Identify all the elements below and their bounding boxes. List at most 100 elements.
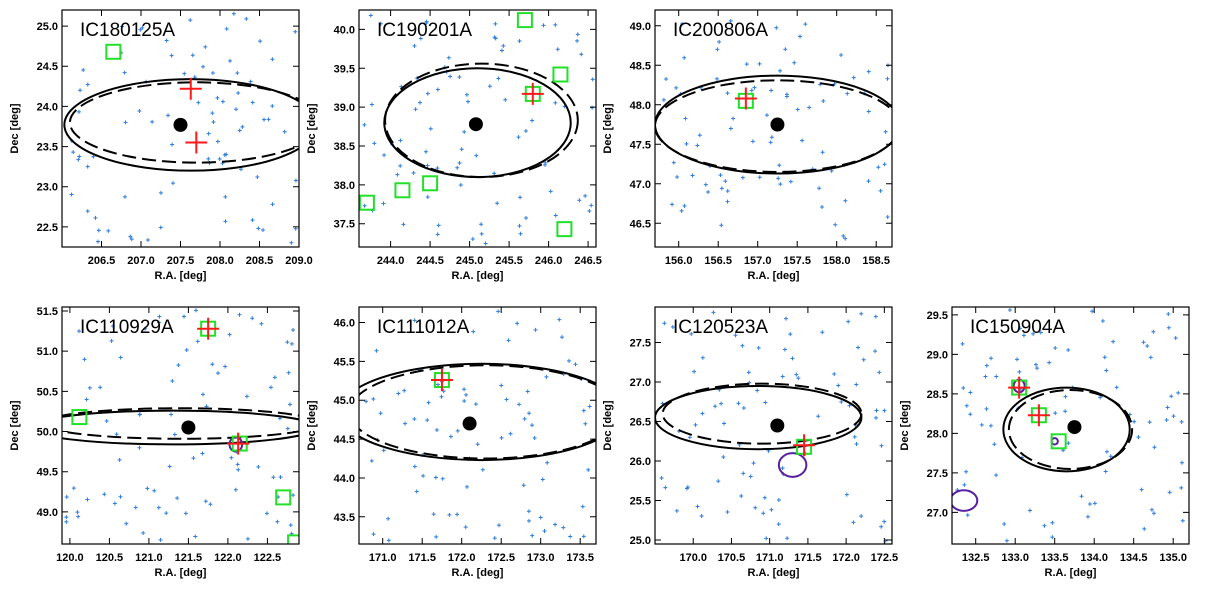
background-source bbox=[1139, 487, 1144, 492]
background-source bbox=[764, 536, 769, 541]
contour-solid bbox=[359, 362, 596, 462]
background-source bbox=[455, 512, 460, 517]
background-source bbox=[841, 234, 846, 239]
background-source bbox=[568, 534, 573, 539]
y-tick-label: 25.0 bbox=[630, 535, 651, 547]
plot-frame bbox=[358, 306, 597, 545]
background-source bbox=[553, 100, 558, 105]
background-source bbox=[684, 141, 689, 146]
background-source bbox=[85, 209, 90, 214]
background-source bbox=[693, 422, 698, 427]
background-source bbox=[210, 111, 215, 116]
background-source bbox=[731, 116, 736, 121]
background-source bbox=[532, 436, 537, 441]
background-source bbox=[523, 129, 528, 134]
background-source bbox=[962, 482, 967, 487]
catalog-square bbox=[552, 66, 569, 83]
panel-IC150904A: IC150904A 132.5 133.0 133.5 134.0 134.5 135.0 2… bbox=[899, 306, 1190, 579]
background-source bbox=[1148, 355, 1153, 360]
contour-solid bbox=[655, 74, 892, 175]
background-source bbox=[821, 98, 826, 103]
background-source bbox=[984, 406, 989, 411]
background-source bbox=[961, 386, 966, 391]
background-source bbox=[783, 47, 788, 52]
y-tick-label: 22.5 bbox=[37, 222, 58, 234]
background-source bbox=[271, 475, 276, 480]
background-source bbox=[683, 116, 688, 121]
background-source bbox=[496, 309, 501, 314]
x-tick-label: 121.5 bbox=[175, 552, 203, 564]
background-source bbox=[208, 502, 213, 507]
x-axis-label: R.A. [deg] bbox=[452, 270, 504, 282]
background-source bbox=[1053, 411, 1058, 416]
background-source bbox=[287, 402, 292, 407]
background-source bbox=[413, 107, 418, 112]
x-tick-label: 173.5 bbox=[566, 552, 594, 564]
contour-dashed bbox=[62, 407, 299, 440]
background-source bbox=[369, 102, 374, 107]
background-source bbox=[589, 203, 594, 208]
background-source bbox=[769, 507, 774, 512]
background-source bbox=[501, 43, 506, 48]
background-source bbox=[792, 60, 797, 65]
background-source bbox=[158, 537, 163, 542]
background-source bbox=[575, 32, 580, 37]
background-source bbox=[728, 126, 733, 131]
y-tick-label: 28.5 bbox=[927, 389, 948, 401]
background-source bbox=[833, 222, 838, 227]
background-source bbox=[77, 329, 82, 334]
background-source bbox=[272, 375, 277, 380]
background-source bbox=[64, 519, 69, 524]
contour-solid bbox=[62, 409, 299, 446]
background-source bbox=[236, 90, 241, 95]
background-source bbox=[1114, 385, 1119, 390]
background-source bbox=[69, 192, 74, 197]
background-source bbox=[492, 35, 497, 40]
background-source bbox=[1141, 340, 1146, 345]
background-source bbox=[1066, 347, 1071, 352]
background-source bbox=[412, 43, 417, 48]
x-tick-label: 246.5 bbox=[574, 255, 602, 267]
background-source bbox=[91, 154, 96, 159]
background-source bbox=[832, 81, 837, 86]
background-source bbox=[402, 388, 407, 393]
background-source bbox=[1031, 331, 1036, 336]
y-tick-label: 28.0 bbox=[927, 428, 948, 440]
background-source bbox=[1142, 526, 1147, 531]
background-source bbox=[182, 71, 187, 76]
y-tick-label: 48.0 bbox=[630, 100, 651, 112]
x-tick-label: 156.5 bbox=[704, 255, 732, 267]
background-source bbox=[1079, 494, 1084, 499]
background-source bbox=[293, 226, 298, 231]
background-source bbox=[581, 408, 586, 413]
background-source bbox=[493, 21, 498, 26]
background-source bbox=[721, 454, 726, 459]
background-source bbox=[713, 404, 718, 409]
background-source bbox=[398, 163, 403, 168]
catalog-square bbox=[359, 194, 375, 211]
background-source bbox=[717, 39, 722, 44]
background-source bbox=[237, 128, 242, 133]
background-source bbox=[93, 215, 98, 220]
background-source bbox=[740, 343, 745, 348]
background-source bbox=[293, 29, 298, 34]
background-source bbox=[1038, 330, 1043, 335]
background-source bbox=[112, 501, 117, 506]
background-source bbox=[725, 199, 730, 204]
background-source bbox=[803, 22, 808, 27]
background-source bbox=[372, 141, 377, 146]
background-source bbox=[196, 100, 201, 105]
y-tick-label: 50.5 bbox=[37, 386, 58, 398]
background-source bbox=[788, 332, 793, 337]
background-source bbox=[680, 21, 685, 26]
background-source bbox=[845, 91, 850, 96]
x-tick-label: 170.0 bbox=[679, 552, 707, 564]
background-source bbox=[240, 124, 245, 129]
background-source bbox=[369, 458, 374, 463]
background-source bbox=[839, 53, 844, 58]
background-source bbox=[590, 105, 595, 110]
y-tick-label: 23.5 bbox=[37, 142, 58, 154]
background-source bbox=[545, 460, 550, 465]
background-source bbox=[470, 236, 475, 241]
background-source bbox=[447, 512, 452, 517]
